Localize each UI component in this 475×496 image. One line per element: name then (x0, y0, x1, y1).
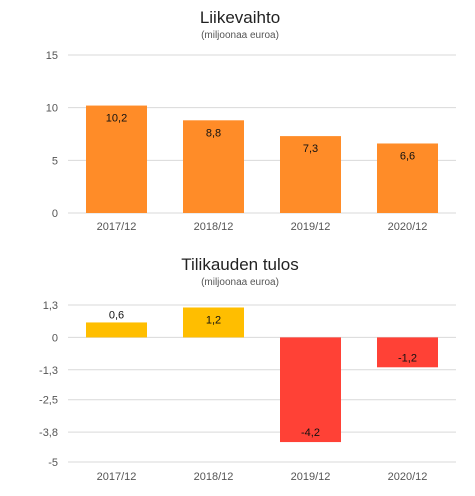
x-tick-label: 2019/12 (291, 221, 331, 233)
bar (377, 337, 438, 368)
chart-subtitle: (miljoonaa euroa) (201, 30, 279, 41)
chart-title: Liikevaihto (200, 8, 280, 27)
x-tick-label: 2020/12 (388, 471, 428, 483)
x-tick-label: 2018/12 (194, 221, 234, 233)
chart-1: Liikevaihto (miljoonaa euroa) 0 5 10 15 10,2 20… (46, 8, 456, 233)
x-tick-label: 2017/12 (97, 221, 137, 233)
y-tick-label: 10 (46, 103, 58, 115)
data-label: 7,3 (303, 143, 318, 155)
y-tick-label: 1,3 (43, 300, 58, 312)
x-tick-label: 2020/12 (388, 221, 428, 233)
chart-title: Tilikauden tulos (181, 255, 299, 274)
bar (280, 136, 341, 213)
chart-2: Tilikauden tulos (miljoonaa euroa) 1,3 0 -1,… (39, 255, 456, 483)
bar (377, 143, 438, 213)
y-tick-label: -1,3 (39, 365, 58, 377)
y-tick-label: -2,5 (39, 395, 58, 407)
y-tick-label: 5 (52, 155, 58, 167)
data-label: 6,6 (400, 150, 415, 162)
x-tick-label: 2019/12 (291, 471, 331, 483)
data-label: 8,8 (206, 127, 221, 139)
data-label: 1,2 (206, 314, 221, 326)
y-tick-label: 15 (46, 50, 58, 62)
y-tick-label: 0 (52, 332, 58, 344)
data-label: -4,2 (301, 427, 320, 439)
x-tick-label: 2017/12 (97, 471, 137, 483)
chart-subtitle: (miljoonaa euroa) (201, 277, 279, 288)
bar (183, 307, 244, 338)
data-label: 10,2 (106, 113, 127, 125)
bar (183, 120, 244, 213)
bar (86, 105, 147, 213)
bar (86, 322, 147, 338)
y-tick-label: -5 (48, 457, 58, 469)
y-tick-label: -3,8 (39, 427, 58, 439)
data-label: -1,2 (398, 352, 417, 364)
data-label: 0,6 (109, 309, 124, 321)
x-tick-label: 2018/12 (194, 471, 234, 483)
y-tick-label: 0 (52, 208, 58, 220)
bar (280, 337, 341, 443)
